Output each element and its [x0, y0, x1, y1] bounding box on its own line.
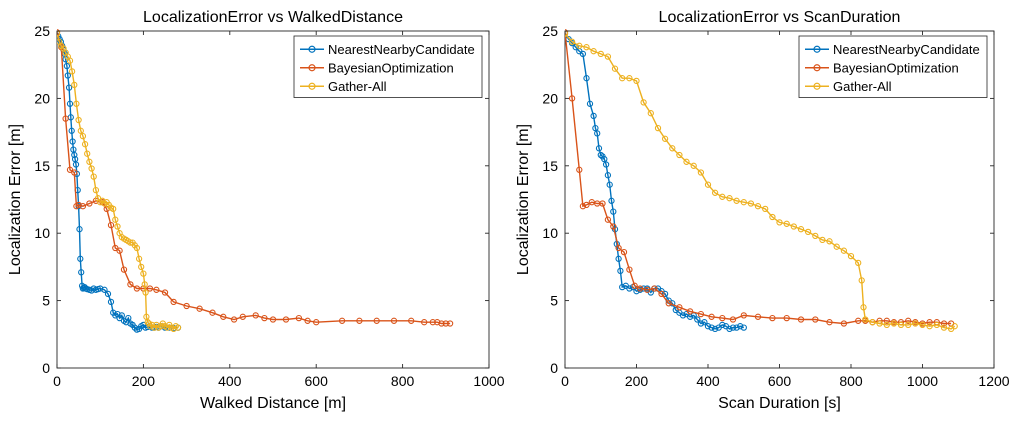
chart1-legend: NearestNearbyCandidate BayesianOptimizati…	[294, 36, 482, 98]
chart2-y-tick-label: 0	[550, 360, 558, 376]
chart2-x-tick-label: 600	[768, 373, 792, 389]
chart1-legend-bayesianoptimization-label: BayesianOptimization	[328, 60, 454, 75]
chart1-legend-gather-all-label: Gather-All	[328, 79, 387, 94]
chart1-x-tick-label: 600	[305, 373, 329, 389]
chart1-y-axis-label: Localization Error [m]	[7, 124, 24, 275]
chart2-x-tick-label: 400	[696, 373, 720, 389]
chart2-y-tick-label: 15	[542, 158, 558, 174]
chart1-x-axis-label: Walked Distance [m]	[200, 395, 346, 412]
chart2-panel: 0 200 400 600 800 1000 1200 0 5 10 15 20 25 Localizat…	[515, 9, 1010, 412]
chart1-y-tick-label: 5	[42, 293, 50, 309]
chart1-y-tick-label: 15	[34, 158, 50, 174]
chart1-y-tick-label: 20	[34, 90, 50, 106]
chart1-y-tick-label: 0	[42, 360, 50, 376]
chart1-panel: 0 200 400 600 800 1000 0 5 10 15 20 25 LocalizationE…	[7, 9, 505, 412]
chart1-y-tick-label: 10	[34, 225, 50, 241]
chart2-x-tick-label: 200	[625, 373, 649, 389]
chart1-x-tick-label: 400	[218, 373, 242, 389]
chart2-legend-nearestnearbycandidate-label: NearestNearbyCandidate	[833, 42, 980, 57]
chart2-x-tick-label: 0	[561, 373, 569, 389]
chart2-y-tick-label: 25	[542, 23, 558, 39]
chart2-x-tick-label: 800	[839, 373, 863, 389]
chart2-legend: NearestNearbyCandidate BayesianOptimizati…	[799, 36, 987, 98]
chart2-y-tick-label: 10	[542, 225, 558, 241]
chart1-x-tick-label: 1000	[473, 373, 504, 389]
chart2-y-tick-label: 5	[550, 293, 558, 309]
chart2-legend-bayesianoptimization-label: BayesianOptimization	[833, 60, 959, 75]
chart1-x-tick-label: 200	[132, 373, 156, 389]
chart2-y-axis-label: Localization Error [m]	[515, 124, 532, 275]
chart1-title: LocalizationError vs WalkedDistance	[143, 9, 403, 26]
chart2-title: LocalizationError vs ScanDuration	[659, 9, 901, 26]
chart2-x-tick-label: 1000	[907, 373, 938, 389]
chart2-y-tick-label: 20	[542, 90, 558, 106]
chart1-legend-nearestnearbycandidate-label: NearestNearbyCandidate	[328, 42, 475, 57]
chart1-y-tick-label: 25	[34, 23, 50, 39]
chart2-x-axis-label: Scan Duration [s]	[718, 395, 841, 412]
chart1-x-tick-label: 800	[391, 373, 415, 389]
chart2-legend-gather-all-label: Gather-All	[833, 79, 892, 94]
chart2-x-tick-label: 1200	[978, 373, 1009, 389]
chart1-x-tick-label: 0	[53, 373, 61, 389]
